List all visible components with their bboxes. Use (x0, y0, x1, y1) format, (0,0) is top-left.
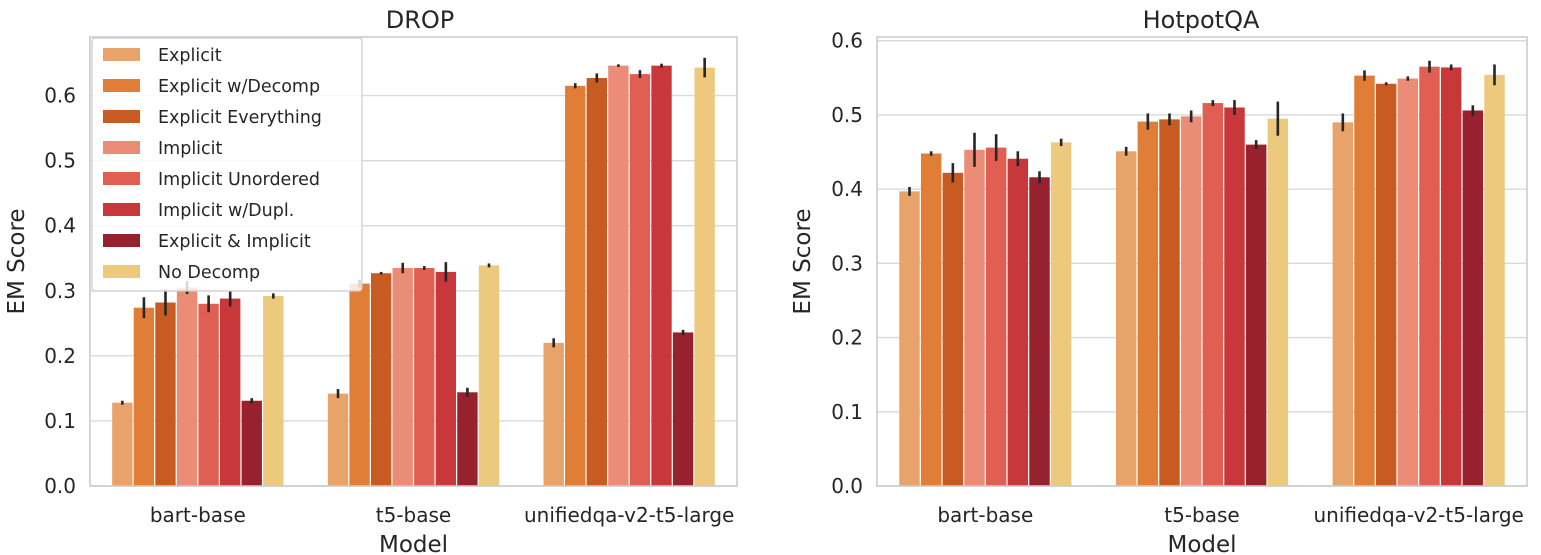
y-tick-label: 0.1 (44, 409, 76, 433)
bar (392, 268, 413, 486)
legend-label: Implicit w/Dupl. (158, 201, 294, 221)
legend-label: Explicit w/Decomp (158, 77, 320, 97)
legend-swatch (103, 48, 140, 61)
plot-frame (876, 36, 1528, 487)
bar (1375, 83, 1397, 486)
bar (349, 283, 370, 486)
bar (1007, 158, 1029, 486)
bar (586, 77, 607, 486)
y-tick-label: 0.0 (831, 474, 863, 498)
bar (220, 298, 241, 486)
bar (1180, 116, 1202, 487)
bar (629, 74, 651, 486)
y-axis-label: EM Score (4, 208, 30, 314)
y-axis-label: EM Score (790, 208, 816, 314)
bar (899, 191, 920, 486)
y-tick-label: 0.6 (44, 84, 76, 108)
bar (414, 268, 435, 486)
bar (176, 287, 198, 486)
y-tick-label: 0.5 (44, 149, 76, 173)
y-tick-label: 0.2 (831, 326, 863, 350)
bar (1267, 118, 1289, 487)
bar (112, 402, 133, 486)
bar (1115, 151, 1137, 487)
y-tick-label: 0.5 (831, 103, 863, 127)
bar (694, 67, 715, 487)
bar (1029, 177, 1050, 486)
chart-title: HotpotQA (1143, 6, 1260, 34)
bar (435, 271, 457, 486)
bar (1224, 107, 1245, 486)
x-tick-label: t5-base (376, 503, 451, 527)
y-tick-label: 0.3 (831, 251, 863, 275)
legend-swatch (103, 172, 140, 185)
bar (920, 153, 942, 487)
bar (543, 342, 564, 486)
bar (985, 147, 1007, 486)
x-axis-label: Model (379, 532, 448, 555)
bar (1137, 121, 1159, 487)
y-tick-label: 0.6 (831, 29, 863, 53)
x-tick-label: bart-base (937, 503, 1033, 527)
bar (1419, 66, 1440, 487)
bar (370, 273, 392, 486)
plot-frame (89, 36, 738, 487)
x-tick-label: bart-base (150, 503, 246, 527)
bar (942, 172, 964, 486)
legend-swatch (103, 234, 140, 247)
x-axis-label: Model (1167, 532, 1236, 555)
x-tick-label: t5-base (1164, 503, 1239, 527)
bar (198, 303, 219, 486)
bar (672, 332, 694, 486)
bar (565, 85, 586, 486)
legend-swatch (103, 110, 140, 123)
y-tick-label: 0.2 (44, 344, 76, 368)
legend-label: Explicit & Implicit (158, 232, 311, 252)
legend-label: Implicit (158, 139, 223, 159)
legend-frame (91, 37, 363, 292)
bar (133, 307, 155, 486)
bar (1462, 110, 1484, 487)
legend-swatch (103, 141, 140, 154)
legend-label: Implicit Unordered (158, 170, 320, 190)
bar (1050, 142, 1072, 486)
y-tick-label: 0.4 (44, 214, 76, 238)
legend-label: Explicit Everything (158, 108, 322, 128)
bar (241, 400, 262, 486)
y-tick-label: 0.0 (44, 474, 76, 498)
y-tick-label: 0.3 (44, 279, 76, 303)
bar (457, 392, 478, 486)
legend-swatch (103, 203, 140, 216)
bar (1202, 103, 1224, 486)
bar (651, 65, 672, 486)
y-tick-label: 0.1 (831, 400, 863, 424)
bar (1484, 74, 1505, 487)
bar (1354, 75, 1375, 486)
legend-swatch (103, 265, 140, 278)
bar (1245, 144, 1267, 486)
legend-label: No Decomp (158, 263, 260, 283)
bar (964, 149, 985, 486)
chart-0: 0.0 0.1 0.2 0.3 0.4 0.5 0.6 bart-base t5-base uni… (4, 6, 738, 555)
bar (1332, 122, 1354, 486)
x-tick-label: unifiedqa-v2-t5-large (1313, 503, 1523, 527)
bar (155, 302, 176, 486)
bar (1159, 119, 1180, 486)
bar (608, 65, 629, 486)
legend-label: Explicit (158, 46, 222, 66)
bar (1397, 78, 1419, 486)
bar (1440, 67, 1462, 486)
y-tick-label: 0.4 (831, 177, 863, 201)
bar (327, 393, 349, 486)
bar (263, 295, 284, 486)
chart-1: 0.0 0.1 0.2 0.3 0.4 0.5 0.6 bart-base t5-base uni… (790, 6, 1528, 555)
bar (478, 265, 500, 486)
x-tick-label: unifiedqa-v2-t5-large (524, 503, 734, 527)
legend-swatch (103, 79, 140, 92)
chart-title: DROP (386, 6, 455, 34)
legend: Explicit Explicit w/Decomp Explicit Everyt… (91, 37, 363, 292)
